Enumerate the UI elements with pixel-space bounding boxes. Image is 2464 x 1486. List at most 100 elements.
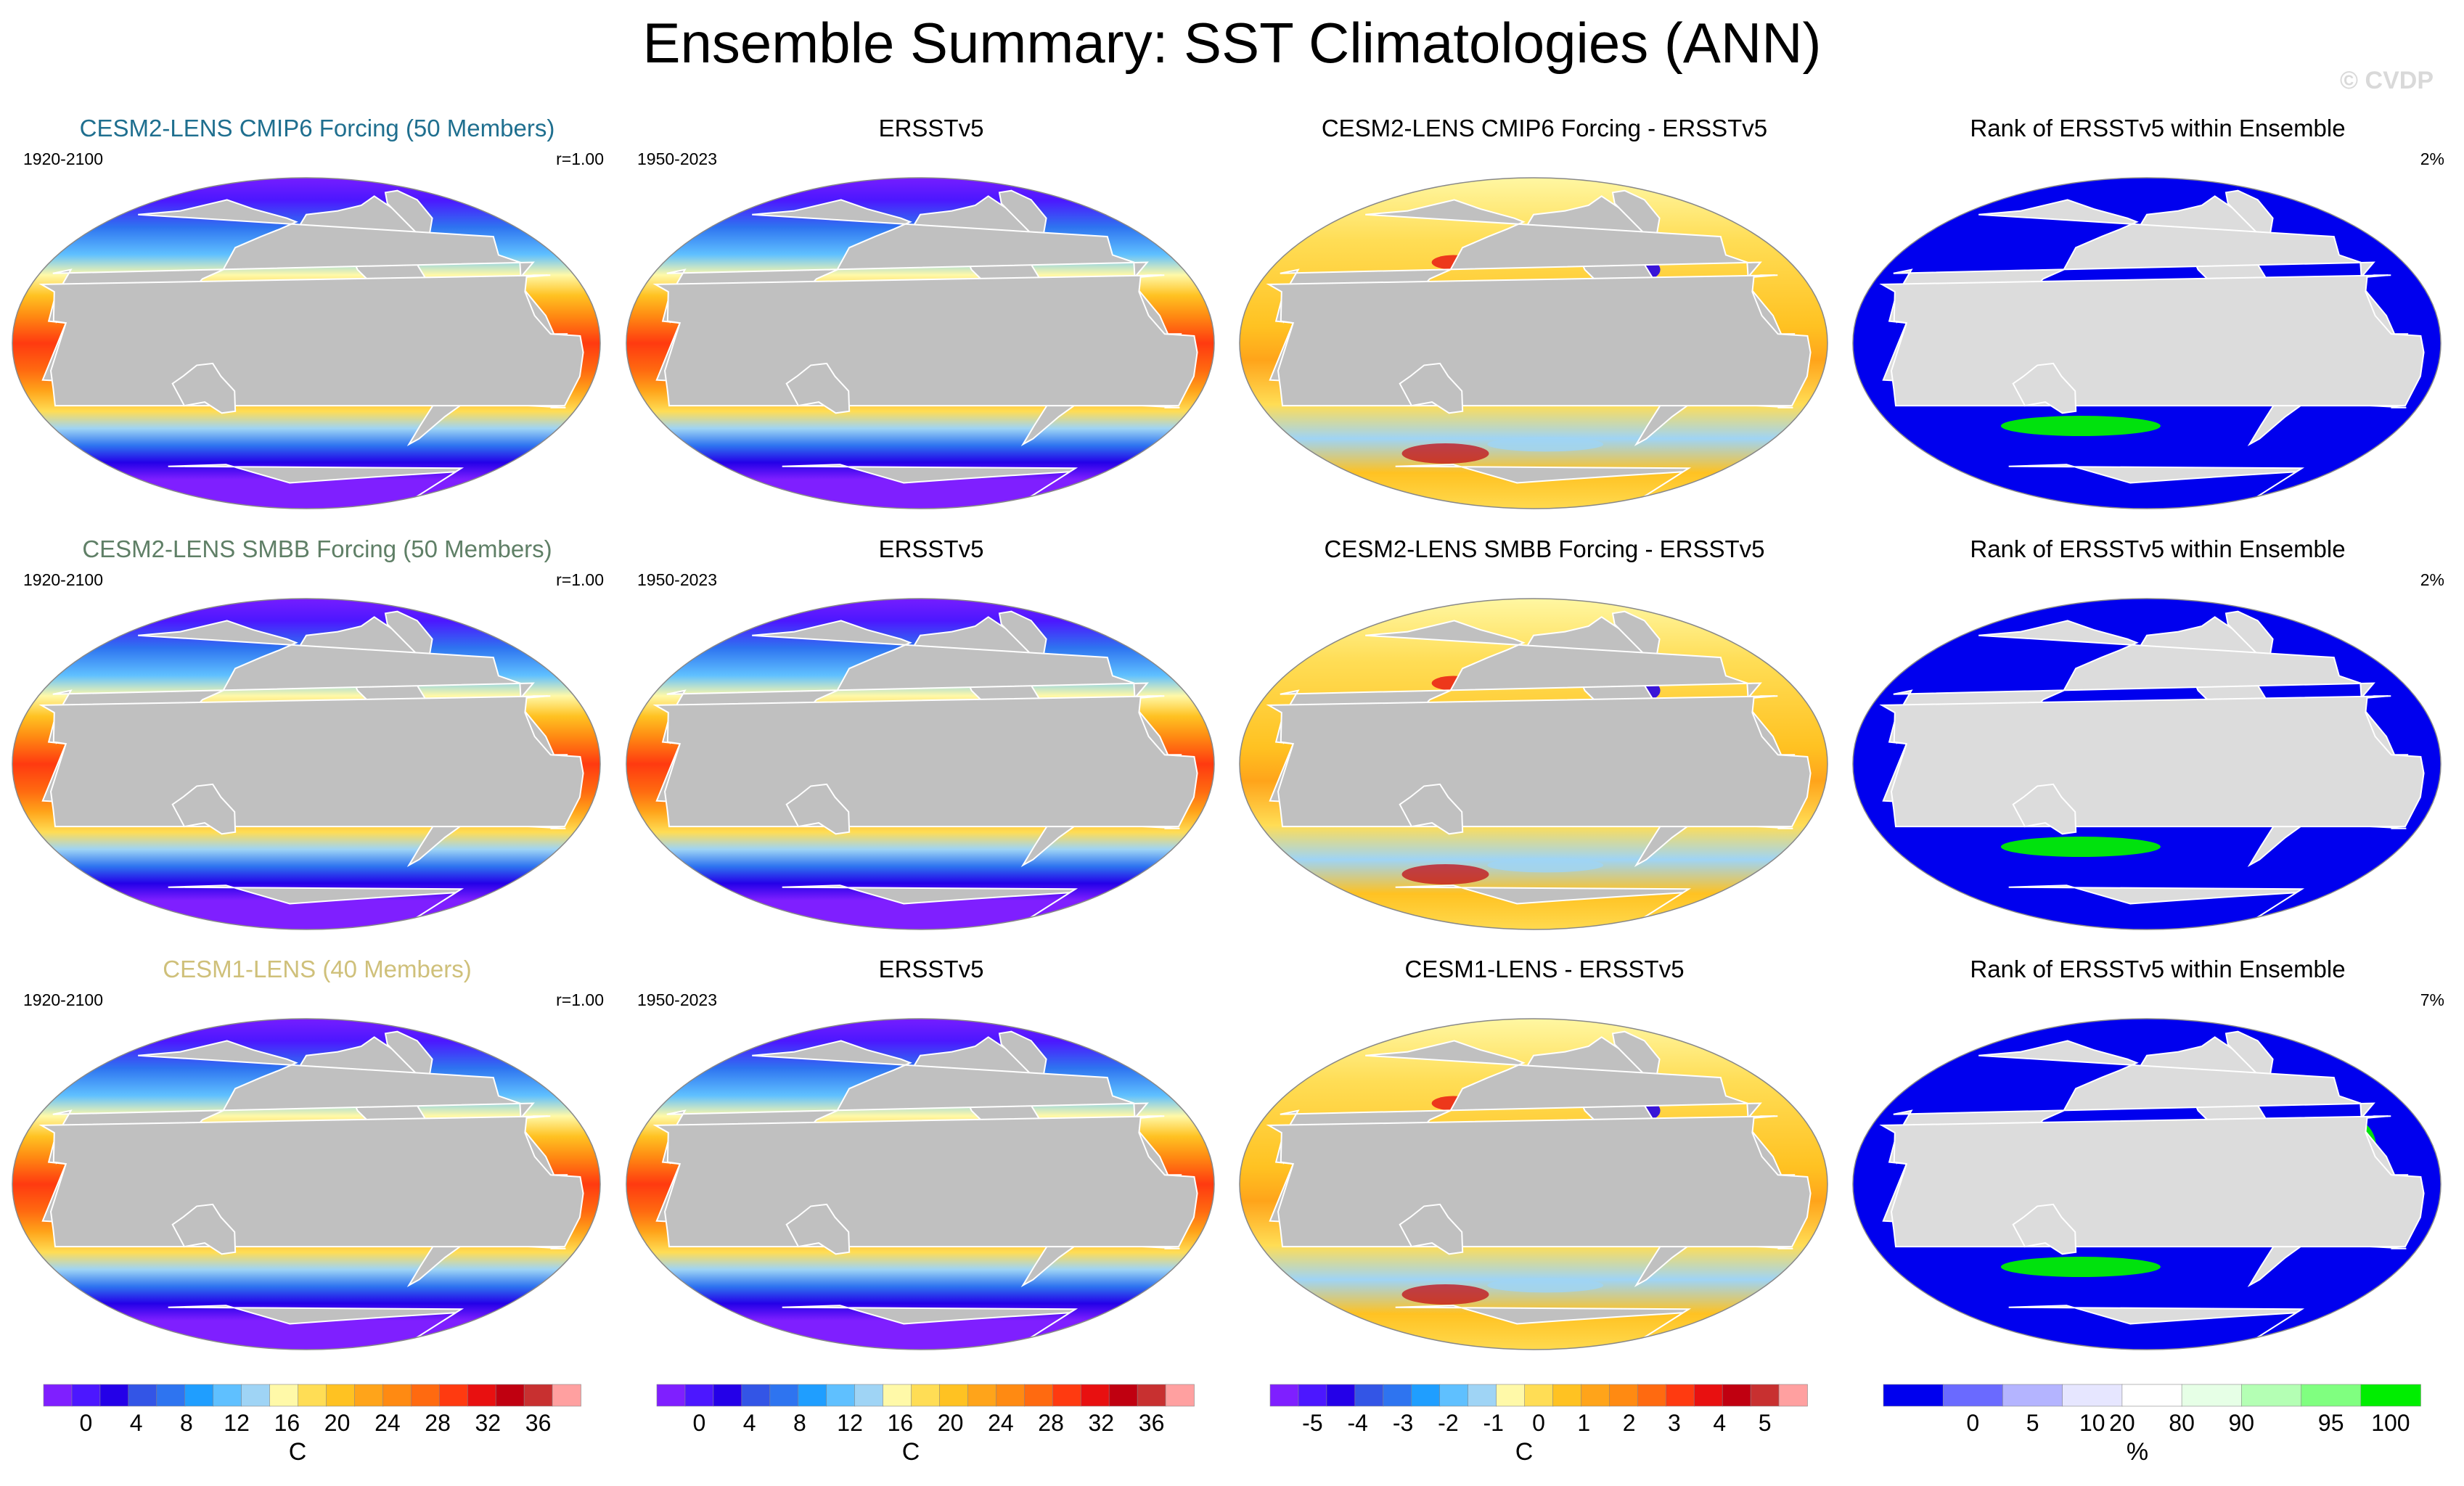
colorbar-swatch — [241, 1384, 271, 1407]
colorbar-unit: % — [2127, 1438, 2148, 1466]
colorbar-swatch — [523, 1384, 553, 1407]
map-outline — [626, 598, 1215, 930]
map-outline — [1852, 1018, 2442, 1350]
colorbar-swatch — [854, 1384, 884, 1407]
panel-title: Rank of ERSSTv5 within Ensemble — [1970, 535, 2346, 562]
page-title: Ensemble Summary: SST Climatologies (ANN… — [642, 11, 1822, 75]
watermark: © CVDP — [2340, 67, 2434, 94]
colorbar-swatch — [99, 1384, 129, 1407]
landmass — [171, 1203, 237, 1255]
landmass — [2224, 1030, 2274, 1075]
panel-title: CESM1-LENS (40 Members) — [163, 956, 472, 982]
panel-period: 1950-2023 — [637, 990, 717, 1009]
colorbar-tick-label: 1 — [1577, 1410, 1590, 1436]
colorbar-tick-label: 10 — [2079, 1410, 2105, 1436]
difference-map — [1239, 177, 1828, 509]
anomaly-patch — [1487, 437, 1604, 452]
colorbar-unit: C — [289, 1438, 307, 1466]
landmass — [384, 189, 433, 234]
colorbar-tick-label: 20 — [2109, 1410, 2135, 1436]
colorbar-swatch — [1750, 1384, 1780, 1407]
map-outline — [626, 177, 1215, 509]
map-outline — [12, 1018, 601, 1350]
colorbar-tick-label: 5 — [1759, 1410, 1772, 1436]
rank-map — [1852, 1018, 2442, 1350]
colorbar-tick-label: 12 — [837, 1410, 863, 1436]
colorbar-svg: 0 5 10 20 80 90 95 100% — [1883, 1384, 2421, 1466]
rank-percent: 7% — [2420, 990, 2444, 1009]
colorbar-swatch — [184, 1384, 214, 1407]
landmass — [1611, 1030, 1661, 1075]
colorbar-unit: C — [1515, 1438, 1534, 1466]
colorbar-swatch — [382, 1384, 412, 1407]
panel-title: CESM1-LENS - ERSSTv5 — [1404, 956, 1685, 982]
landmass — [38, 274, 584, 407]
colorbar-tick-label: 28 — [1038, 1410, 1064, 1436]
colorbar-tick-label: 16 — [888, 1410, 914, 1436]
colorbar-swatch — [1581, 1384, 1610, 1407]
map-panel: CESM1-LENS - ERSSTv5 — [1236, 956, 1853, 1376]
panel-period: 1920-2100 — [23, 990, 103, 1009]
climatology-map — [12, 177, 601, 509]
colorbar-swatch — [911, 1384, 941, 1407]
panel-period: 1920-2100 — [23, 149, 103, 168]
colorbar-swatch — [2181, 1384, 2243, 1407]
colorbar-swatch — [1722, 1384, 1751, 1407]
map-outline — [1852, 598, 2442, 930]
map-outline — [12, 598, 601, 930]
climatology-map — [626, 1018, 1215, 1350]
map-panel: ERSSTv5 1950-2023 — [623, 535, 1240, 956]
panel-title: ERSSTv5 — [878, 535, 984, 562]
landmass — [384, 610, 433, 654]
landmass — [1879, 695, 2425, 828]
colorbar-swatch — [1637, 1384, 1667, 1407]
colorbar-tick-label: 24 — [988, 1410, 1014, 1436]
anomaly-patch — [1401, 443, 1489, 464]
colorbar-swatch — [996, 1384, 1026, 1407]
colorbar-swatch — [1665, 1384, 1695, 1407]
landmass — [998, 610, 1047, 654]
colorbar-swatch — [269, 1384, 299, 1407]
rank-map — [1852, 177, 2442, 509]
anomaly-patch — [1487, 858, 1604, 873]
anomaly-patch — [2000, 837, 2161, 857]
colorbar: 0 5 10 20 80 90 95 100% — [1883, 1384, 2464, 1479]
landmass — [785, 783, 851, 835]
colorbar-tick-label: 20 — [938, 1410, 964, 1436]
landmass — [2012, 1203, 2077, 1255]
colorbar-swatch — [826, 1384, 856, 1407]
panel-period: 1950-2023 — [637, 149, 717, 168]
colorbar-tick-label: 28 — [425, 1410, 451, 1436]
landmass — [1399, 783, 1464, 835]
colorbar-swatch — [2360, 1384, 2421, 1407]
colorbar-tick-label: 0 — [693, 1410, 706, 1436]
colorbar-swatch — [128, 1384, 157, 1407]
climatology-map — [12, 1018, 601, 1350]
map-panel: CESM2-LENS SMBB Forcing - ERSSTv5 — [1236, 535, 1853, 956]
landmass — [2224, 610, 2274, 654]
map-panel: Rank of ERSSTv5 within Ensemble 7% — [1849, 956, 2464, 1376]
colorbar-swatch — [883, 1384, 912, 1407]
colorbar-tick-label: 80 — [2169, 1410, 2195, 1436]
colorbar-swatch — [1298, 1384, 1327, 1407]
landmass — [171, 783, 237, 835]
colorbar-swatch — [1942, 1384, 2004, 1407]
landmass — [2012, 783, 2077, 835]
landmass — [1399, 362, 1464, 414]
pattern-correlation: r=1.00 — [556, 990, 604, 1009]
colorbar-tick-label: 2 — [1623, 1410, 1636, 1436]
landmass — [2224, 189, 2274, 234]
colorbar-swatch — [326, 1384, 356, 1407]
colorbar-swatch — [1883, 1384, 1944, 1407]
colorbar-swatch — [552, 1384, 581, 1407]
pattern-correlation: r=1.00 — [556, 149, 604, 168]
colorbar-tick-label: 5 — [2026, 1410, 2039, 1436]
colorbar-swatch — [2062, 1384, 2123, 1407]
map-outline — [626, 1018, 1215, 1350]
colorbar-swatch — [1326, 1384, 1356, 1407]
colorbar-tick-label: 32 — [1089, 1410, 1115, 1436]
colorbar-tick-label: 100 — [2371, 1410, 2410, 1436]
colorbar-swatch — [354, 1384, 384, 1407]
colorbar-swatch — [1108, 1384, 1138, 1407]
colorbar-swatch — [213, 1384, 242, 1407]
